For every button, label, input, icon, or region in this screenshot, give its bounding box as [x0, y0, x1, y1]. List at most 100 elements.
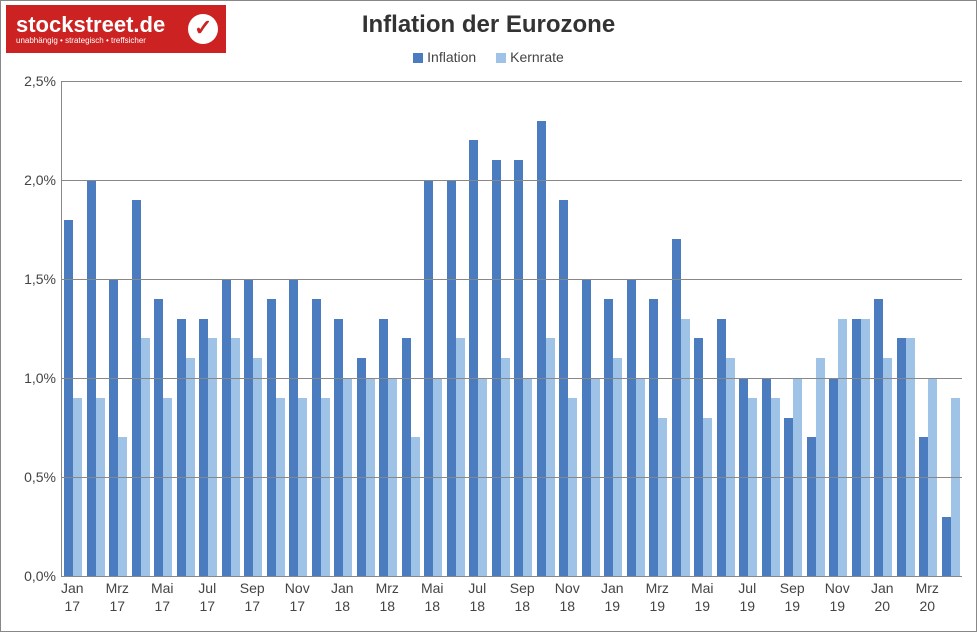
- chart-title: Inflation der Eurozone: [1, 11, 976, 39]
- bar-inflation: [222, 279, 231, 576]
- gridline: [62, 180, 962, 181]
- y-tick-label: 2,5%: [24, 73, 62, 89]
- bar-kernrate: [253, 358, 262, 576]
- bar-inflation: [627, 279, 636, 576]
- legend-label: Inflation: [427, 49, 476, 65]
- bar-kernrate: [411, 437, 420, 576]
- bar-kernrate: [771, 398, 780, 576]
- bar-inflation: [492, 160, 501, 576]
- bar-group: [197, 81, 220, 576]
- bar-group: [872, 81, 895, 576]
- bar-group: [400, 81, 423, 576]
- bar-inflation: [694, 338, 703, 576]
- bar-group: [557, 81, 580, 576]
- bar-group: [512, 81, 535, 576]
- bar-inflation: [559, 200, 568, 576]
- bar-group: [490, 81, 513, 576]
- bar-inflation: [649, 299, 658, 576]
- x-tick-label: Jan17: [61, 579, 84, 615]
- gridline: [62, 81, 962, 82]
- legend: Inflation Kernrate: [1, 49, 976, 65]
- bar-group: [220, 81, 243, 576]
- bar-kernrate: [838, 319, 847, 576]
- bar-group: [85, 81, 108, 576]
- bar-group: [107, 81, 130, 576]
- legend-swatch-inflation: [413, 53, 423, 63]
- y-tick-label: 1,0%: [24, 370, 62, 386]
- bar-inflation: [312, 299, 321, 576]
- bar-kernrate: [883, 358, 892, 576]
- bar-group: [692, 81, 715, 576]
- x-tick-label: Nov19: [825, 579, 850, 615]
- bar-kernrate: [613, 358, 622, 576]
- bar-inflation: [582, 279, 591, 576]
- plot-area: 0,0%0,5%1,0%1,5%2,0%2,5%: [61, 81, 962, 577]
- bar-group: [805, 81, 828, 576]
- bar-inflation: [64, 220, 73, 576]
- y-tick-label: 1,5%: [24, 271, 62, 287]
- bar-inflation: [604, 299, 613, 576]
- x-tick-label: Mai19: [691, 579, 714, 615]
- x-tick-label: Nov17: [285, 579, 310, 615]
- bar-kernrate: [208, 338, 217, 576]
- bar-group: [422, 81, 445, 576]
- legend-item-inflation: Inflation: [413, 49, 476, 65]
- bar-kernrate: [816, 358, 825, 576]
- bar-group: [760, 81, 783, 576]
- bar-inflation: [717, 319, 726, 576]
- legend-label: Kernrate: [510, 49, 564, 65]
- bar-kernrate: [186, 358, 195, 576]
- bar-inflation: [402, 338, 411, 576]
- bar-group: [467, 81, 490, 576]
- bar-group: [310, 81, 333, 576]
- bar-kernrate: [456, 338, 465, 576]
- bar-inflation: [132, 200, 141, 576]
- legend-item-kernrate: Kernrate: [496, 49, 564, 65]
- bar-inflation: [807, 437, 816, 576]
- x-tick-label: Mrz18: [376, 579, 399, 615]
- bar-group: [602, 81, 625, 576]
- bar-kernrate: [906, 338, 915, 576]
- bar-group: [670, 81, 693, 576]
- bar-inflation: [289, 279, 298, 576]
- bar-inflation: [942, 517, 951, 576]
- bar-group: [535, 81, 558, 576]
- x-tick-label: Jan18: [331, 579, 354, 615]
- bar-kernrate: [118, 437, 127, 576]
- bar-group: [827, 81, 850, 576]
- bar-inflation: [919, 437, 928, 576]
- x-tick-label: Mrz19: [646, 579, 669, 615]
- bar-kernrate: [748, 398, 757, 576]
- x-tick-label: Jan20: [871, 579, 894, 615]
- x-tick-label: Jul18: [468, 579, 486, 615]
- bar-kernrate: [73, 398, 82, 576]
- bar-inflation: [244, 279, 253, 576]
- bar-kernrate: [276, 398, 285, 576]
- x-tick-label: Sep17: [240, 579, 265, 615]
- chart-container: stockstreet.de unabhängig • strategisch …: [0, 0, 977, 632]
- bar-group: [355, 81, 378, 576]
- bar-group: [332, 81, 355, 576]
- bar-group: [152, 81, 175, 576]
- bar-group: [580, 81, 603, 576]
- bar-inflation: [379, 319, 388, 576]
- legend-swatch-kernrate: [496, 53, 506, 63]
- bar-inflation: [874, 299, 883, 576]
- bar-inflation: [109, 279, 118, 576]
- bar-kernrate: [703, 418, 712, 576]
- x-tick-label: Jul17: [198, 579, 216, 615]
- bar-kernrate: [568, 398, 577, 576]
- bar-kernrate: [658, 418, 667, 576]
- gridline: [62, 477, 962, 478]
- x-tick-label: Mai18: [421, 579, 444, 615]
- bar-kernrate: [231, 338, 240, 576]
- bar-inflation: [852, 319, 861, 576]
- bar-group: [265, 81, 288, 576]
- x-tick-label: Sep19: [780, 579, 805, 615]
- bar-inflation: [784, 418, 793, 576]
- bar-group: [647, 81, 670, 576]
- bar-inflation: [469, 140, 478, 576]
- bar-kernrate: [951, 398, 960, 576]
- bar-kernrate: [681, 319, 690, 576]
- bar-inflation: [537, 121, 546, 576]
